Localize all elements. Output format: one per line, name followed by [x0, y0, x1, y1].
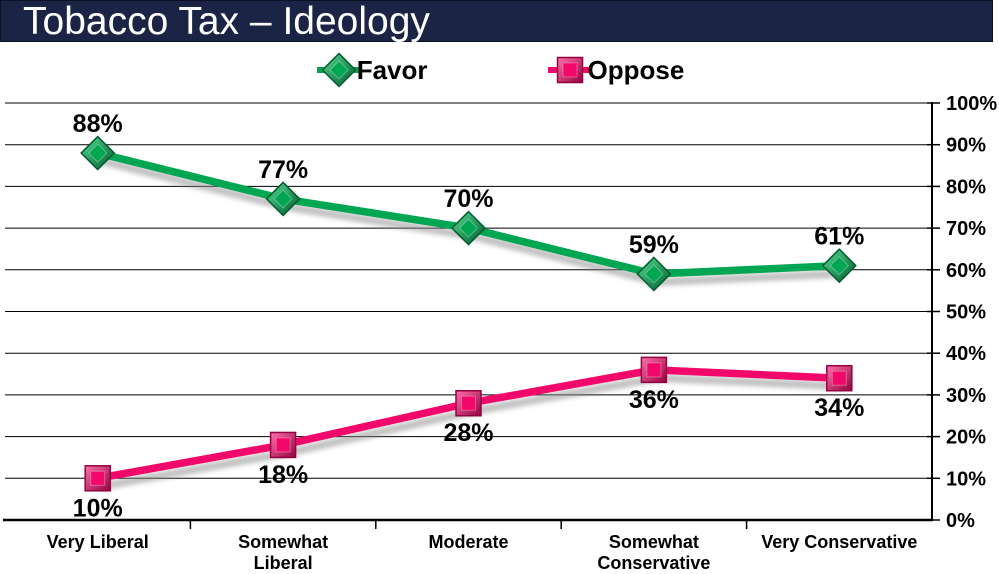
data-label-oppose: 36% — [629, 386, 679, 414]
x-category-label: Somewhat Conservative — [597, 532, 710, 573]
y-tick-label: 0% — [946, 510, 975, 532]
marker-inner — [273, 189, 293, 209]
y-tick-label: 30% — [946, 385, 986, 407]
y-tick-label: 80% — [946, 176, 986, 198]
x-category-label: Very Liberal — [47, 532, 149, 552]
y-tick-label: 60% — [946, 260, 986, 282]
data-label-oppose: 10% — [73, 494, 123, 522]
data-label-favor: 88% — [73, 110, 123, 138]
y-tick-label: 50% — [946, 302, 986, 324]
marker-inner — [461, 395, 476, 411]
marker-inner — [328, 60, 349, 80]
y-tick-label: 10% — [946, 468, 986, 490]
title-bar: Tobacco Tax – Ideology — [0, 0, 993, 42]
marker-inner — [90, 470, 106, 486]
y-tick-label: 90% — [946, 135, 986, 157]
legend-item-favor: Favor — [315, 52, 428, 88]
marker-inner — [275, 437, 291, 453]
data-label-oppose: 28% — [443, 419, 493, 447]
marker-inner — [829, 255, 850, 276]
legend-label-favor: Favor — [356, 55, 428, 85]
data-label-oppose: 18% — [258, 461, 308, 489]
data-label-favor: 61% — [814, 223, 864, 251]
oppose-marker-icon — [640, 356, 668, 384]
y-tick-label: 20% — [946, 427, 986, 449]
marker-inner — [831, 370, 847, 386]
marker-inner — [458, 218, 479, 238]
x-category-label: Moderate — [428, 532, 508, 552]
x-category-label: Very Conservative — [761, 532, 917, 552]
legend: Favor Oppose — [0, 52, 999, 88]
data-label-oppose: 34% — [814, 394, 864, 422]
oppose-marker-icon — [547, 56, 592, 84]
data-label-favor: 59% — [629, 231, 679, 259]
data-label-favor: 77% — [258, 156, 308, 184]
y-tick-label: 70% — [946, 218, 986, 240]
legend-item-oppose: Oppose — [546, 52, 685, 88]
marker-inner — [644, 264, 664, 284]
page-title: Tobacco Tax – Ideology — [23, 0, 430, 43]
marker-inner — [562, 62, 577, 78]
favor-marker-icon — [316, 52, 361, 88]
marker-inner — [646, 362, 662, 378]
x-category-label: Somewhat Liberal — [238, 532, 328, 573]
legend-label-oppose: Oppose — [587, 55, 685, 85]
marker-inner — [87, 143, 108, 163]
y-tick-label: 100% — [946, 93, 997, 115]
y-tick-label: 40% — [946, 343, 986, 365]
data-label-favor: 70% — [443, 185, 493, 213]
